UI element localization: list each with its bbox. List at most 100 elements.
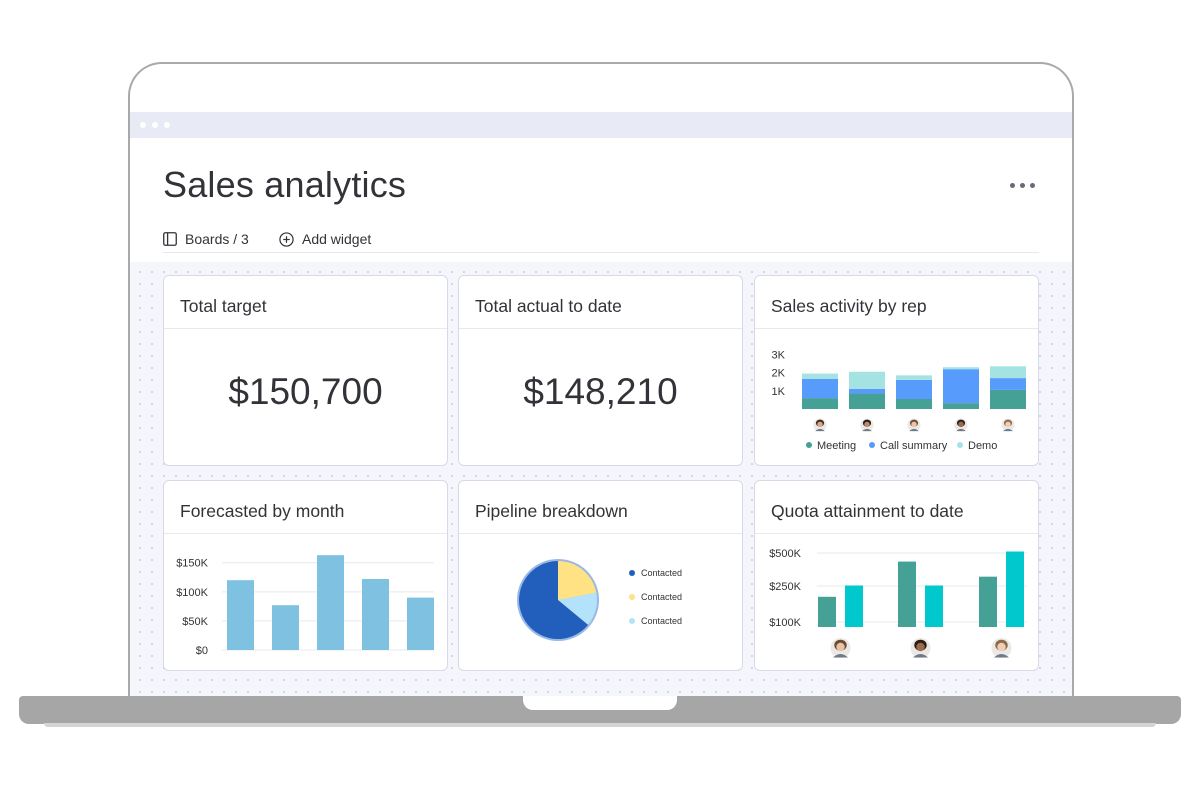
avatar-body: [909, 428, 919, 432]
stacked-bar-segment: [943, 367, 979, 370]
pipeline-widget[interactable]: Pipeline breakdown Contacted Contacted Con…: [458, 480, 743, 671]
forecast-chart: $150K $100K $50K $0: [176, 555, 434, 657]
avatar-body: [862, 428, 872, 432]
widget-title: Pipeline breakdown: [475, 501, 628, 521]
avatar-face: [817, 421, 823, 428]
legend-label: Contacted: [641, 592, 682, 602]
browser-bar: [130, 112, 1072, 138]
stacked-bar-segment: [896, 375, 932, 380]
add-widget-label: Add widget: [302, 231, 372, 247]
legend-label: Contacted: [641, 568, 682, 578]
avatar-body: [815, 428, 825, 432]
total-actual-value: $148,210: [523, 371, 678, 412]
widget-title: Forecasted by month: [180, 501, 345, 521]
legend-swatch: [629, 570, 635, 576]
stacked-bar-segment: [896, 399, 932, 409]
total-actual-widget[interactable]: Total actual to date $148,210: [458, 275, 743, 466]
add-circle-icon: [279, 231, 294, 247]
widget-divider: [459, 328, 742, 329]
avatar-face: [864, 421, 870, 428]
y-tick-label: $250K: [769, 581, 801, 593]
window-dot: [164, 122, 170, 128]
legend-label: Call summary: [880, 440, 948, 452]
laptop-screen: Sales analytics Boards / 3 Add widget To…: [128, 62, 1074, 702]
legend-swatch: [957, 442, 963, 448]
pie-slice: [519, 561, 589, 639]
bar: [925, 585, 943, 627]
pie-slice: [558, 561, 597, 600]
widget-divider: [755, 328, 1038, 329]
forecasted-widget[interactable]: Forecasted by month $150K $100K $50K $0: [163, 480, 448, 671]
avatar-face: [916, 642, 925, 652]
avatar-face: [1005, 421, 1011, 428]
widget-divider: [755, 533, 1038, 534]
window-dot: [140, 122, 146, 128]
stacked-bar-segment: [802, 379, 838, 399]
dashboard-canvas: Total target $150,700 Total actual to da…: [130, 262, 1072, 702]
stacked-bar-segment: [990, 378, 1026, 390]
board-panel-icon: [163, 232, 177, 246]
window-dot: [152, 122, 158, 128]
legend-label: Meeting: [817, 440, 856, 452]
pipeline-chart: Contacted Contacted Contacted: [517, 559, 682, 641]
stacked-bar-segment: [943, 369, 979, 404]
avatar-body: [994, 654, 1009, 658]
bar: [845, 585, 863, 627]
legend-swatch: [806, 442, 812, 448]
quota-widget[interactable]: Quota attainment to date $500K $250K $100K: [754, 480, 1039, 671]
stacked-bar-segment: [849, 393, 885, 409]
legend-swatch: [629, 594, 635, 600]
bar: [898, 561, 916, 627]
widget-title: Sales activity by rep: [771, 296, 927, 316]
add-widget-button[interactable]: Add widget: [279, 228, 371, 250]
legend-swatch: [869, 442, 875, 448]
avatar-body: [956, 428, 966, 432]
boards-label: Boards / 3: [185, 231, 249, 247]
bar: [317, 555, 344, 650]
total-target-widget[interactable]: Total target $150,700: [163, 275, 448, 466]
stacked-bar-segment: [849, 389, 885, 394]
bar: [272, 605, 299, 650]
avatar-face: [911, 421, 917, 428]
boards-button[interactable]: Boards / 3: [163, 228, 249, 250]
legend-label: Contacted: [641, 616, 682, 626]
laptop-base-shadow: [44, 723, 1156, 727]
bar: [407, 597, 434, 650]
bar: [818, 596, 836, 627]
y-tick-label: 2K: [772, 368, 786, 380]
bar: [1006, 551, 1024, 627]
quota-chart: $500K $250K $100K: [769, 548, 1027, 658]
more-options-icon[interactable]: [1010, 182, 1038, 190]
bar: [362, 579, 389, 650]
pie-slice: [558, 592, 597, 625]
bar: [979, 576, 997, 627]
y-tick-label: $100K: [769, 617, 801, 629]
stacked-bar-segment: [990, 389, 1026, 409]
widget-divider: [164, 533, 447, 534]
sales-activity-widget[interactable]: Sales activity by rep 3K 2K 1K Meeting Call …: [754, 275, 1039, 466]
widget-title: Total target: [180, 296, 267, 316]
widget-divider: [459, 533, 742, 534]
y-tick-label: $0: [196, 645, 208, 657]
total-target-value: $150,700: [228, 371, 383, 412]
avatar-face: [836, 642, 845, 652]
avatar-face: [958, 421, 964, 428]
stacked-bar-segment: [802, 398, 838, 409]
widget-title: Total actual to date: [475, 296, 622, 316]
stacked-bar-segment: [849, 371, 885, 389]
y-tick-label: $100K: [176, 587, 208, 599]
legend-swatch: [629, 618, 635, 624]
stacked-bar-segment: [802, 373, 838, 379]
y-tick-label: 1K: [772, 386, 786, 398]
y-tick-label: $150K: [176, 558, 208, 570]
sales-activity-chart: 3K 2K 1K Meeting Call summary Demo: [772, 349, 1026, 452]
y-tick-label: $500K: [769, 548, 801, 560]
avatar-body: [1003, 428, 1013, 432]
y-tick-label: $50K: [182, 616, 208, 628]
y-tick-label: 3K: [772, 349, 786, 361]
stacked-bar-segment: [990, 366, 1026, 379]
header-divider: [163, 252, 1039, 253]
bar: [227, 580, 254, 650]
stacked-bar-segment: [943, 403, 979, 409]
avatar-face: [997, 642, 1006, 652]
